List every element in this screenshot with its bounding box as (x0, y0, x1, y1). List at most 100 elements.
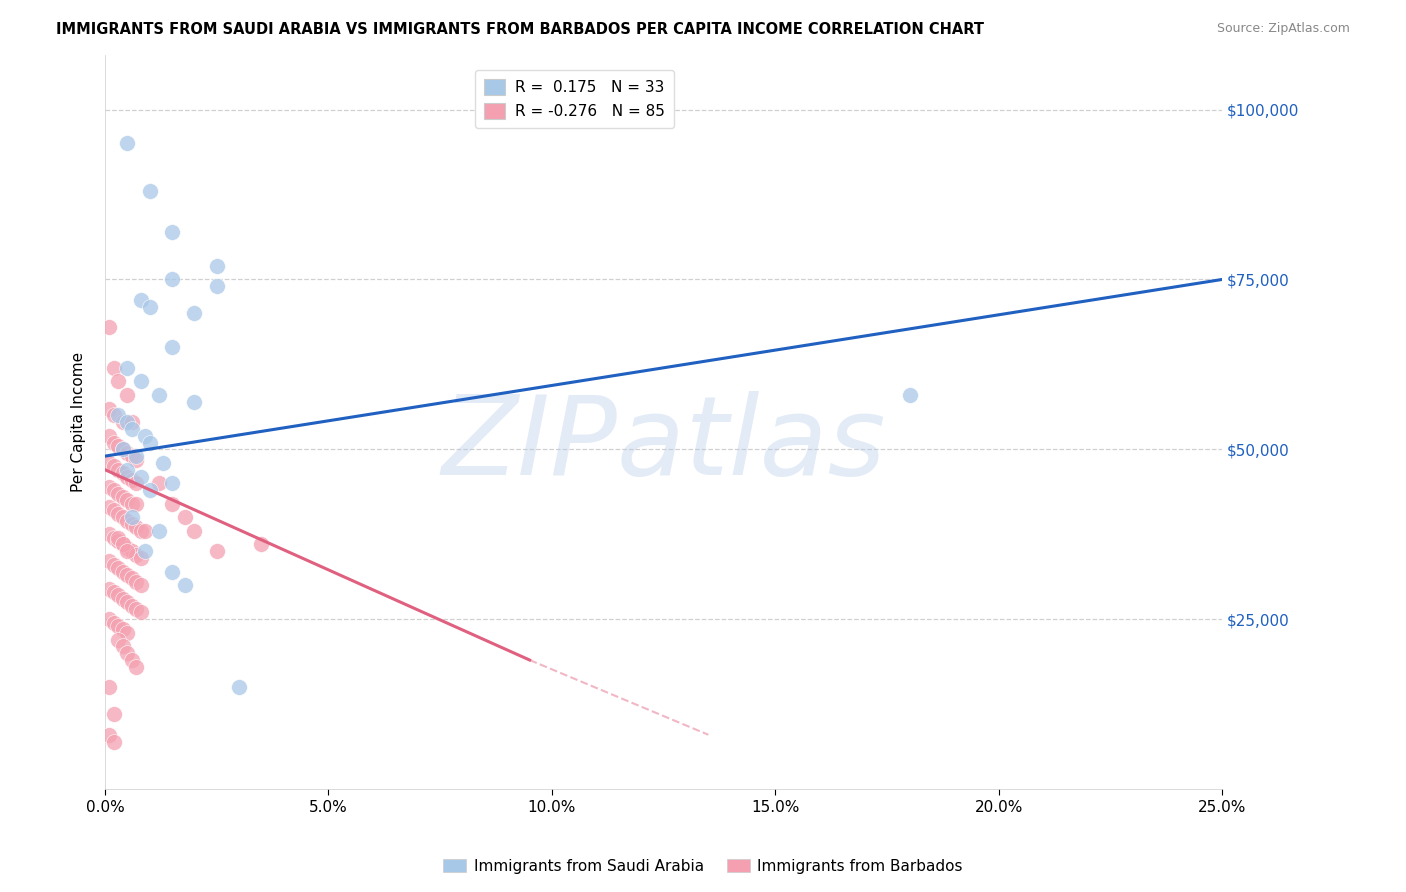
Point (148, 524, 170, 538)
Point (117, 544, 139, 558)
Point (160, 476, 183, 491)
Point (107, 619, 129, 633)
Point (129, 551, 152, 566)
Point (117, 446, 139, 460)
Point (103, 707, 125, 722)
Point (125, 520, 148, 534)
Point (138, 483, 160, 497)
Point (152, 456, 174, 470)
Point (138, 184, 160, 198)
Text: Source: ZipAtlas.com: Source: ZipAtlas.com (1216, 22, 1350, 36)
Point (121, 473, 143, 487)
Point (107, 463, 129, 477)
Point (117, 541, 139, 555)
Point (117, 388, 139, 402)
Point (107, 486, 129, 500)
Point (125, 452, 148, 467)
Point (98, 428, 121, 442)
Point (103, 734, 125, 748)
Point (103, 459, 125, 474)
Point (111, 442, 134, 457)
Point (129, 578, 152, 592)
Point (205, 259, 228, 273)
Point (103, 409, 125, 423)
Point (111, 510, 134, 524)
Point (134, 524, 156, 538)
Point (98, 480, 121, 494)
Point (250, 537, 273, 551)
Point (134, 428, 156, 442)
Point (121, 544, 143, 558)
Point (111, 442, 134, 457)
Point (111, 591, 134, 606)
Point (121, 510, 143, 524)
Point (107, 534, 129, 549)
Point (134, 544, 156, 558)
Point (117, 568, 139, 582)
Point (117, 463, 139, 477)
Text: IMMIGRANTS FROM SAUDI ARABIA VS IMMIGRANTS FROM BARBADOS PER CAPITA INCOME CORRE: IMMIGRANTS FROM SAUDI ARABIA VS IMMIGRAN… (56, 22, 984, 37)
Point (129, 293, 152, 307)
Point (98, 320, 121, 334)
Point (103, 585, 125, 599)
Point (160, 565, 183, 579)
Point (121, 653, 143, 667)
Point (160, 497, 183, 511)
Point (98, 680, 121, 694)
Point (98, 612, 121, 626)
Point (111, 565, 134, 579)
Point (107, 561, 129, 575)
Point (117, 493, 139, 508)
Point (129, 469, 152, 483)
Y-axis label: Per Capita Income: Per Capita Income (72, 352, 86, 492)
Point (121, 497, 143, 511)
Point (103, 435, 125, 450)
Point (174, 578, 197, 592)
Point (103, 531, 125, 545)
Point (183, 306, 205, 320)
Point (107, 507, 129, 521)
Point (183, 394, 205, 409)
Point (111, 466, 134, 480)
Text: ZIPatlas: ZIPatlas (441, 391, 886, 498)
Point (121, 449, 143, 463)
Point (125, 476, 148, 491)
Point (205, 279, 228, 293)
Point (103, 483, 125, 497)
Point (107, 409, 129, 423)
Point (103, 615, 125, 630)
Point (129, 524, 152, 538)
Point (111, 623, 134, 637)
Point (125, 660, 148, 674)
Point (107, 375, 129, 389)
Point (205, 544, 228, 558)
Point (121, 571, 143, 585)
Point (103, 360, 125, 375)
Point (98, 728, 121, 742)
Point (117, 360, 139, 375)
Point (117, 514, 139, 528)
Point (117, 646, 139, 660)
Point (111, 415, 134, 429)
Point (98, 456, 121, 470)
Point (148, 388, 170, 402)
Point (111, 490, 134, 504)
Point (103, 558, 125, 572)
Point (107, 531, 129, 545)
Point (125, 548, 148, 562)
Point (125, 497, 148, 511)
Point (160, 225, 183, 239)
Point (174, 510, 197, 524)
Point (103, 503, 125, 517)
Point (898, 388, 921, 402)
Point (125, 449, 148, 463)
Point (121, 599, 143, 613)
Point (111, 537, 134, 551)
Point (160, 340, 183, 354)
Point (117, 469, 139, 483)
Point (228, 680, 250, 694)
Point (107, 632, 129, 647)
Point (117, 595, 139, 609)
Point (129, 606, 152, 620)
Point (121, 517, 143, 532)
